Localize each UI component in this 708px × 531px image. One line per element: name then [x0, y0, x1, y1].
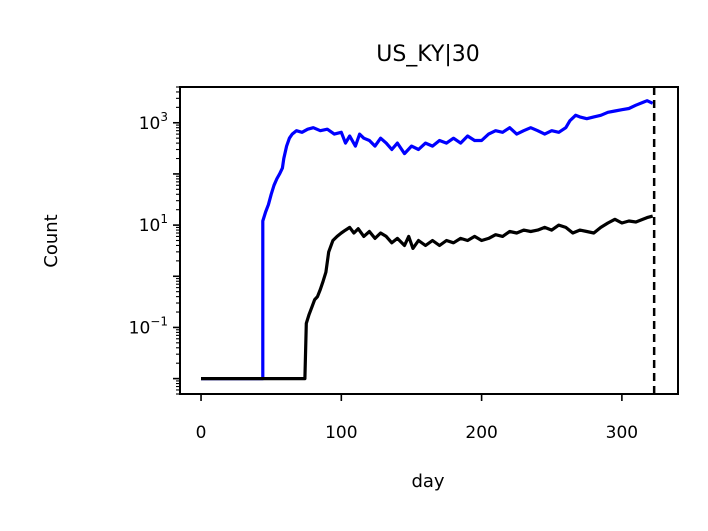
x-axis-label: day — [411, 471, 444, 492]
y-axis-label: Count — [41, 214, 62, 267]
y-tick-label: 10−1 — [129, 314, 168, 338]
y-tick-label: 101 — [139, 212, 168, 236]
x-tick-label: 100 — [325, 423, 357, 443]
plot-frame — [179, 86, 679, 395]
y-axis: 10−1 101 103 — [129, 86, 180, 395]
x-tick-label: 300 — [606, 423, 638, 443]
series-line-1 — [201, 99, 654, 381]
y-tick-label: 103 — [139, 110, 168, 134]
plot-area — [201, 87, 656, 394]
x-tick-label: 200 — [465, 423, 497, 443]
x-axis: 0 100 200 300 — [196, 394, 638, 443]
series-line-2 — [201, 214, 654, 381]
chart-title: US_KY|30 — [376, 42, 480, 67]
x-tick-label: 0 — [196, 423, 207, 443]
